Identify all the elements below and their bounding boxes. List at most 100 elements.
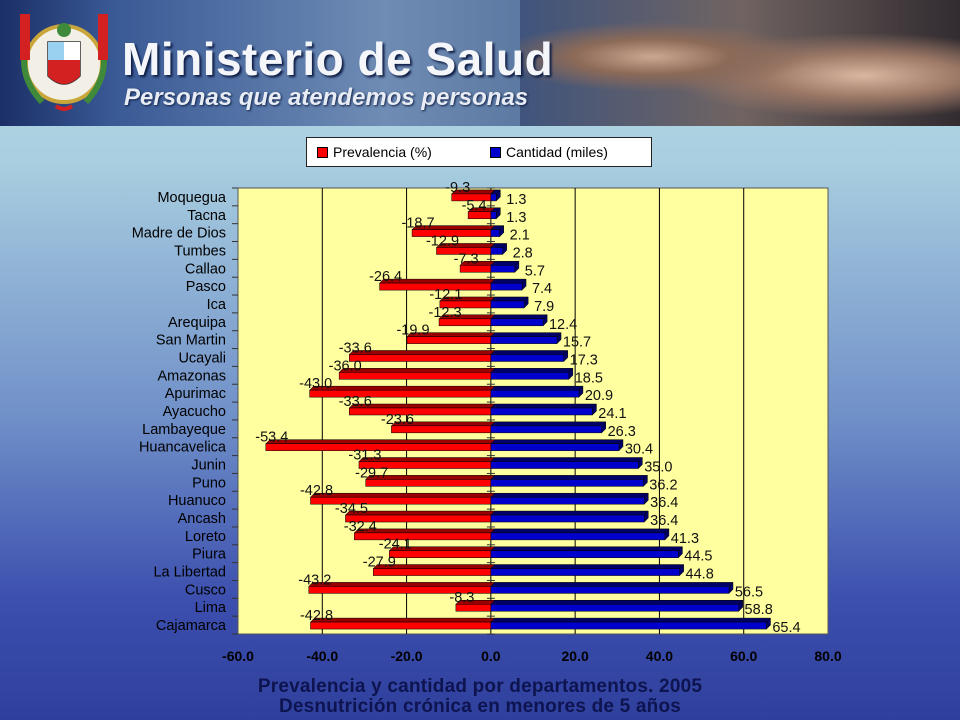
bar-cantidad-top xyxy=(490,439,624,444)
bar-cantidad-top xyxy=(490,421,607,427)
bar-cantidad xyxy=(490,247,503,255)
category-label: Arequipa xyxy=(168,315,227,331)
bar-prevalencia-top xyxy=(309,385,496,391)
data-label-cantidad: 30.4 xyxy=(625,442,653,458)
data-label-cantidad: 36.4 xyxy=(650,513,678,529)
category-label: Apurimac xyxy=(165,386,226,402)
data-label-prevalencia: -53.4 xyxy=(255,430,288,446)
bar-prevalencia xyxy=(310,621,492,630)
data-label-prevalencia: -26.4 xyxy=(369,269,402,285)
bar-cantidad-top xyxy=(490,582,734,587)
data-label-cantidad: 17.3 xyxy=(570,352,598,368)
x-tick-label: -40.0 xyxy=(306,648,338,664)
data-label-cantidad: 20.9 xyxy=(585,388,613,404)
x-tick-label: 60.0 xyxy=(730,648,757,664)
bar-prevalencia-top xyxy=(338,368,496,373)
bar-cantidad xyxy=(490,461,639,469)
data-label-prevalencia: -12.1 xyxy=(429,287,462,303)
data-label-prevalencia: -9.3 xyxy=(445,180,470,196)
data-label-prevalencia: -12.9 xyxy=(426,233,459,249)
category-label: Lima xyxy=(195,600,227,616)
bar-cantidad xyxy=(490,550,679,558)
bar-cantidad xyxy=(490,586,730,594)
data-label-cantidad: 26.3 xyxy=(608,424,636,440)
category-label: Amazonas xyxy=(157,368,226,384)
data-label-cantidad: 5.7 xyxy=(525,263,545,279)
legend-label-prevalencia: Prevalencia (%) xyxy=(333,144,432,160)
bar-cantidad-top xyxy=(490,599,744,605)
data-label-cantidad: 7.4 xyxy=(532,281,552,297)
bar-cantidad xyxy=(490,514,645,523)
bar-cantidad xyxy=(490,354,565,362)
category-label: Ayacucho xyxy=(163,404,226,420)
data-label-prevalencia: -43.2 xyxy=(298,572,331,588)
legend-label-cantidad: Cantidad (miles) xyxy=(506,144,608,160)
x-tick-label: 80.0 xyxy=(814,648,841,664)
data-label-cantidad: 1.3 xyxy=(506,192,526,208)
data-label-prevalencia: -23.6 xyxy=(381,412,414,428)
ministry-title: Ministerio de Salud xyxy=(122,33,554,85)
data-label-prevalencia: -36.0 xyxy=(329,358,362,374)
header-photo xyxy=(520,0,960,126)
bar-cantidad xyxy=(490,282,523,291)
bar-cantidad xyxy=(490,229,500,237)
bar-cantidad-top xyxy=(490,617,772,623)
bar-cantidad xyxy=(490,300,525,309)
data-label-cantidad: 44.5 xyxy=(684,549,712,565)
category-label: Ucayali xyxy=(178,350,226,366)
data-label-prevalencia: -7.3 xyxy=(454,251,479,267)
bar-cantidad xyxy=(490,496,645,505)
data-label-cantidad: 44.8 xyxy=(686,567,714,583)
category-label: Pasco xyxy=(186,279,226,295)
bar-cantidad-top xyxy=(490,510,649,516)
data-label-cantidad: 41.3 xyxy=(671,531,699,547)
chart-legend: Prevalencia (%) Cantidad (miles) xyxy=(306,137,652,167)
data-label-cantidad: 2.1 xyxy=(510,228,530,244)
data-label-prevalencia: -27.9 xyxy=(363,555,396,571)
bar-prevalencia-top xyxy=(308,582,496,587)
bar-prevalencia-top xyxy=(309,492,496,498)
legend-swatch-prevalencia xyxy=(317,146,328,158)
bar-cantidad xyxy=(490,265,516,273)
chart-title: Prevalencia y cantidad por departamentos… xyxy=(257,676,703,697)
bar-cantidad-top xyxy=(490,564,685,569)
x-tick-label: 40.0 xyxy=(646,648,673,664)
bar-prevalencia-top xyxy=(265,439,496,444)
category-label: Moquegua xyxy=(157,190,226,206)
bar-cantidad-top xyxy=(490,385,584,391)
data-label-cantidad: 7.9 xyxy=(534,299,554,315)
x-tick-label: -60.0 xyxy=(222,648,254,664)
bar-cantidad-top xyxy=(490,261,520,266)
data-label-prevalencia: -31.3 xyxy=(348,448,381,464)
data-label-cantidad: 2.8 xyxy=(513,245,533,261)
bar-cantidad xyxy=(490,621,767,630)
data-label-cantidad: 56.5 xyxy=(735,584,763,600)
category-label: Cajamarca xyxy=(156,618,227,634)
bar-prevalencia xyxy=(338,372,492,380)
data-label-prevalencia: -18.7 xyxy=(402,216,435,232)
bar-cantidad xyxy=(490,318,544,327)
data-label-prevalencia: -33.6 xyxy=(339,394,372,410)
x-tick-label: 0.0 xyxy=(481,648,501,664)
category-label: Ancash xyxy=(178,511,226,527)
bar-cantidad xyxy=(490,425,602,434)
bar-cantidad-top xyxy=(490,492,649,498)
legend-item-cantidad: Cantidad (miles) xyxy=(490,144,608,160)
bar-cantidad-top xyxy=(490,528,670,534)
category-label: Cusco xyxy=(185,582,226,598)
data-label-prevalencia: -8.3 xyxy=(449,590,474,606)
header-banner: Ministerio de Salud Personas que atendem… xyxy=(0,0,960,126)
bar-cantidad-top xyxy=(490,296,529,302)
bar-cantidad xyxy=(490,407,593,416)
bar-cantidad-top xyxy=(490,368,574,373)
legend-swatch-cantidad xyxy=(490,146,501,158)
category-label: Tacna xyxy=(187,208,227,224)
bar-cantidad xyxy=(490,389,580,398)
bar-cantidad xyxy=(490,443,620,451)
category-label: Callao xyxy=(185,261,226,277)
bar-cantidad xyxy=(490,479,644,487)
bar-cantidad-top xyxy=(490,314,548,320)
bar-cantidad xyxy=(490,532,666,541)
data-label-cantidad: 65.4 xyxy=(772,620,800,636)
